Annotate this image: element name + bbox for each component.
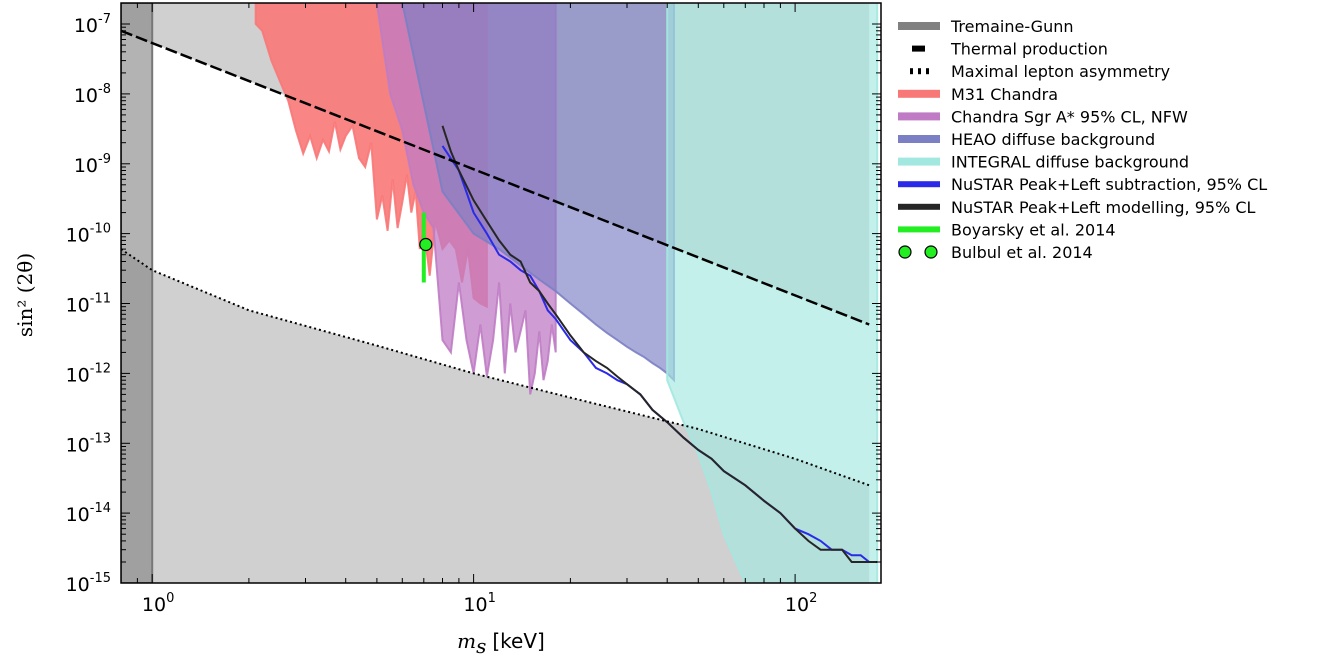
x-tick-label: 102 bbox=[785, 591, 817, 616]
area-integral-diffuse-background bbox=[666, 3, 879, 583]
legend-swatch bbox=[898, 203, 940, 210]
legend: Tremaine-Gunn Thermal production Maximal l… bbox=[898, 17, 1267, 262]
x-axis: 100 101 102 bbox=[120, 3, 817, 616]
y-tick-label: 10-11 bbox=[66, 292, 111, 317]
legend-swatch bbox=[898, 226, 940, 233]
y-tick-label: 10-7 bbox=[74, 12, 111, 37]
legend-label: NuSTAR Peak+Left subtraction, 95% CL bbox=[951, 175, 1267, 194]
y-axis-label: sin² (2θ) bbox=[13, 253, 37, 337]
legend-label: M31 Chandra bbox=[951, 85, 1058, 104]
y-tick-label: 10-14 bbox=[66, 501, 111, 526]
legend-swatch bbox=[898, 89, 940, 98]
legend-swatch bbox=[918, 68, 921, 75]
legend-label: HEAO diffuse background bbox=[951, 130, 1155, 149]
legend-swatch bbox=[926, 68, 929, 75]
legend-item-chandra-sgr-a-95-cl-nfw: Chandra Sgr A* 95% CL, NFW bbox=[898, 107, 1188, 126]
legend-label: Bulbul et al. 2014 bbox=[951, 243, 1093, 262]
legend-item-nustar-peak-left-subtraction-95-cl: NuSTAR Peak+Left subtraction, 95% CL bbox=[898, 175, 1267, 194]
area-heao-diffuse-background bbox=[401, 3, 675, 383]
legend-swatch bbox=[898, 22, 940, 30]
x-axis-label: ms [keV] bbox=[457, 629, 545, 658]
legend-swatch bbox=[898, 135, 940, 143]
y-tick-label: 10-10 bbox=[66, 222, 111, 247]
legend-label: Tremaine-Gunn bbox=[950, 17, 1074, 36]
legend-item-tremaine-gunn: Tremaine-Gunn bbox=[898, 17, 1074, 36]
x-tick-label: 100 bbox=[142, 591, 174, 616]
legend-label: INTEGRAL diffuse background bbox=[951, 153, 1189, 172]
legend-label: NuSTAR Peak+Left modelling, 95% CL bbox=[951, 198, 1256, 217]
legend-item-m31-chandra: M31 Chandra bbox=[898, 85, 1058, 104]
legend-item-boyarsky-et-al-2014: Boyarsky et al. 2014 bbox=[898, 220, 1116, 239]
line-maximal-lepton-asymmetry bbox=[121, 248, 870, 487]
marker-bulbul-2014 bbox=[419, 237, 433, 252]
y-tick-label: 10-13 bbox=[66, 431, 111, 456]
legend-label: Chandra Sgr A* 95% CL, NFW bbox=[951, 107, 1188, 126]
legend-swatch bbox=[924, 245, 938, 259]
legend-swatch bbox=[898, 112, 940, 121]
legend-label: Thermal production bbox=[950, 40, 1108, 59]
legend-item-integral-diffuse-background: INTEGRAL diffuse background bbox=[898, 153, 1189, 172]
legend-swatch bbox=[912, 45, 925, 52]
plot-area bbox=[121, 3, 879, 583]
line-nustar-peak-left-modelling-95-cl bbox=[441, 125, 878, 563]
legend-swatch bbox=[898, 157, 940, 166]
legend-swatch bbox=[910, 68, 913, 75]
legend-item-maximal-lepton-asymmetry: Maximal lepton asymmetry bbox=[910, 62, 1170, 81]
y-tick-label: 10-9 bbox=[74, 152, 111, 177]
legend-swatch bbox=[898, 181, 940, 188]
y-tick-label: 10-15 bbox=[66, 571, 111, 596]
legend-label: Boyarsky et al. 2014 bbox=[951, 220, 1116, 239]
legend-swatch bbox=[898, 245, 912, 259]
y-axis: 10-7 10-8 10-9 10-10 10-11 10-12 10-13 10-14 10-… bbox=[66, 2, 881, 596]
x-tick-label: 101 bbox=[463, 591, 495, 616]
line-thermal-production bbox=[121, 29, 870, 326]
area-below-maximal-lepton-asymmetry bbox=[121, 249, 870, 583]
y-tick-label: 10-12 bbox=[66, 361, 111, 386]
legend-item-nustar-peak-left-modelling-95-cl: NuSTAR Peak+Left modelling, 95% CL bbox=[898, 198, 1256, 217]
legend-item-thermal-production: Thermal production bbox=[912, 40, 1108, 59]
area-tremaine-gunn bbox=[121, 3, 154, 583]
plot-frame bbox=[120, 2, 882, 584]
legend-label: Maximal lepton asymmetry bbox=[951, 62, 1170, 81]
legend-item-heao-diffuse-background: HEAO diffuse background bbox=[898, 130, 1155, 149]
y-tick-label: 10-8 bbox=[74, 82, 111, 107]
legend-item-bulbul-et-al-2014: Bulbul et al. 2014 bbox=[898, 243, 1093, 262]
